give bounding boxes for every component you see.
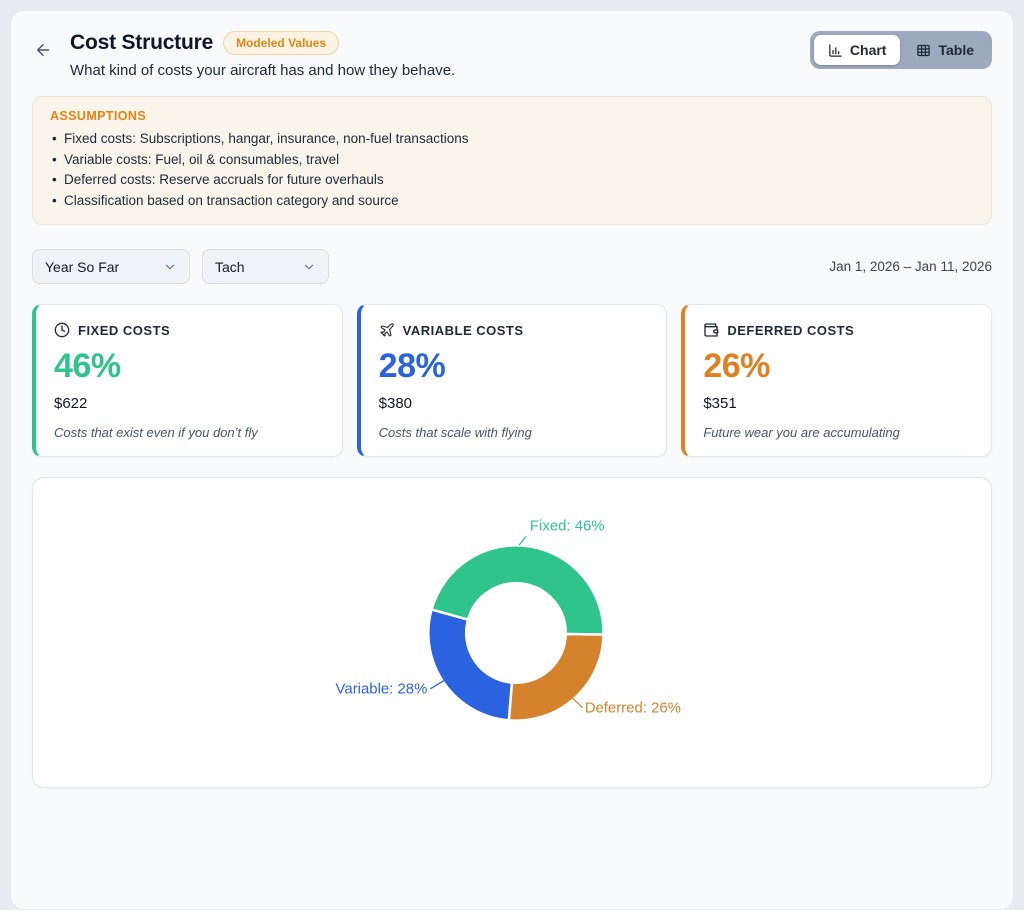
card-description: Future wear you are accumulating bbox=[703, 425, 900, 440]
card-amount: $351 bbox=[703, 395, 737, 412]
card-label: VARIABLE COSTS bbox=[402, 322, 524, 338]
assumption-item: Fixed costs: Subscriptions, hangar, insu… bbox=[50, 129, 974, 150]
donut-slice-deferred[interactable] bbox=[507, 632, 605, 722]
filter-row: Year So Far Tach Jan 1, 2026 – Jan 11, 2… bbox=[32, 249, 992, 284]
card-description: Costs that exist even if you don’t fly bbox=[54, 425, 258, 440]
page-title: Cost Structure bbox=[70, 31, 214, 54]
donut-slice-fixed[interactable] bbox=[430, 544, 605, 636]
meter-select[interactable]: Tach bbox=[202, 249, 329, 284]
card-label: DEFERRED COSTS bbox=[727, 322, 855, 338]
wallet-icon bbox=[704, 323, 719, 337]
chart-card: Fixed: 46% Variable: 28% Deferred: 26% bbox=[32, 477, 992, 788]
assumptions-box: ASSUMPTIONS Fixed costs: Subscriptions, … bbox=[32, 96, 992, 225]
table-icon bbox=[917, 44, 931, 56]
card-amount: $380 bbox=[378, 395, 413, 412]
chart-view-label: Chart bbox=[849, 42, 887, 58]
card-percent: 26% bbox=[703, 347, 770, 385]
period-select[interactable]: Year So Far bbox=[32, 249, 190, 284]
donut-slice-variable[interactable] bbox=[427, 608, 514, 722]
assumption-item: Classification based on transaction cate… bbox=[50, 191, 974, 212]
stat-cards: FIXED COSTS 46% $622 Costs that exist ev… bbox=[32, 304, 992, 457]
deferred-costs-card: DEFERRED COSTS 26% $351 Future wear you … bbox=[681, 304, 992, 457]
view-toggle: Chart Table bbox=[809, 31, 992, 69]
card-percent: 46% bbox=[54, 347, 121, 385]
title-block: Cost Structure Modeled Values What kind … bbox=[70, 31, 455, 79]
chart-view-button[interactable]: Chart bbox=[813, 35, 901, 65]
period-select-value: Year So Far bbox=[45, 258, 120, 275]
date-range: Jan 1, 2026 – Jan 11, 2026 bbox=[829, 259, 992, 274]
arrow-left-icon bbox=[37, 44, 49, 56]
chevron-down-icon bbox=[165, 264, 175, 269]
plane-icon bbox=[380, 323, 394, 337]
card-description: Costs that scale with flying bbox=[378, 425, 532, 440]
donut-slice-label: Fixed: 46% bbox=[530, 517, 605, 534]
meter-select-value: Tach bbox=[215, 258, 245, 275]
assumption-item: Variable costs: Fuel, oil & consumables,… bbox=[50, 150, 974, 171]
donut-slice-label: Deferred: 26% bbox=[585, 700, 681, 717]
assumptions-list: Fixed costs: Subscriptions, hangar, insu… bbox=[50, 129, 974, 211]
clock-icon bbox=[54, 322, 70, 338]
back-button[interactable] bbox=[32, 37, 54, 63]
page-subtitle: What kind of costs your aircraft has and… bbox=[70, 62, 456, 79]
donut-label-leader bbox=[518, 536, 527, 546]
table-view-button[interactable]: Table bbox=[902, 35, 988, 65]
page-header: Cost Structure Modeled Values What kind … bbox=[32, 31, 992, 79]
fixed-costs-card: FIXED COSTS 46% $622 Costs that exist ev… bbox=[32, 304, 343, 457]
donut-slice-label: Variable: 28% bbox=[336, 681, 428, 698]
donut-chart: Fixed: 46% Variable: 28% Deferred: 26% bbox=[336, 517, 681, 722]
card-percent: 28% bbox=[378, 347, 446, 385]
variable-costs-card: VARIABLE COSTS 28% $380 Costs that scale… bbox=[356, 304, 668, 457]
assumptions-heading: ASSUMPTIONS bbox=[50, 109, 147, 123]
bar-chart-icon bbox=[829, 43, 842, 57]
modeled-values-badge: Modeled Values bbox=[223, 31, 340, 55]
chevron-down-icon bbox=[304, 264, 314, 269]
assumption-item: Deferred costs: Reserve accruals for fut… bbox=[50, 170, 974, 191]
table-view-label: Table bbox=[938, 42, 974, 58]
card-label: FIXED COSTS bbox=[78, 322, 171, 338]
donut-label-leader bbox=[568, 694, 584, 709]
main-panel: Cost Structure Modeled Values What kind … bbox=[10, 10, 1014, 910]
card-amount: $622 bbox=[54, 395, 88, 412]
donut-label-leader bbox=[430, 679, 446, 690]
